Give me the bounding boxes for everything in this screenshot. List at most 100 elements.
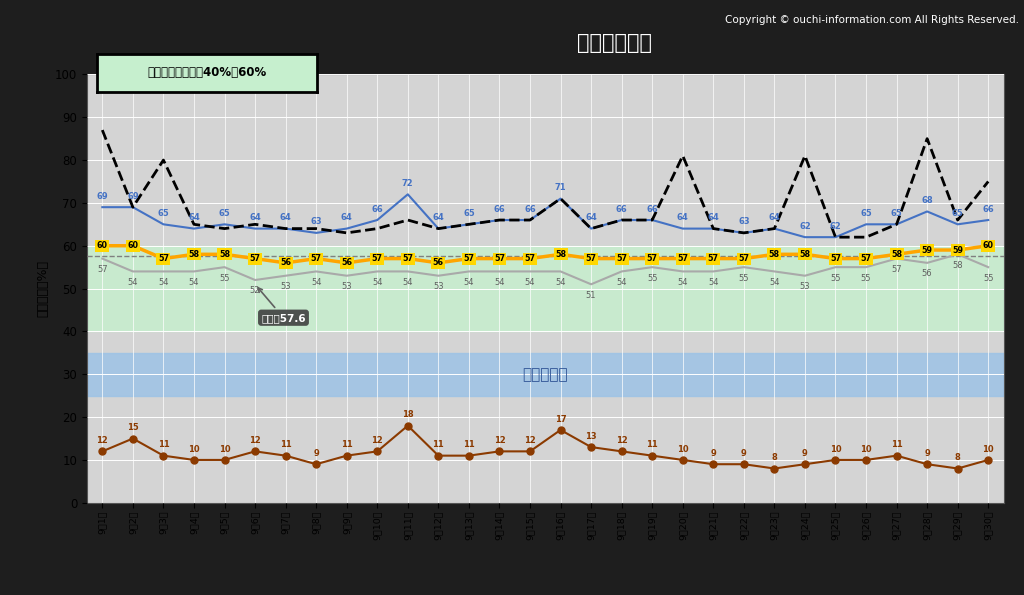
Text: 54: 54: [555, 278, 566, 287]
Text: 13: 13: [586, 431, 597, 441]
Text: 58: 58: [188, 250, 200, 259]
Text: 64: 64: [249, 213, 261, 222]
Text: 54: 54: [128, 278, 138, 287]
Text: 56: 56: [281, 258, 291, 267]
Text: 10: 10: [219, 444, 230, 453]
Text: 56: 56: [922, 270, 933, 278]
Text: 10: 10: [188, 444, 200, 453]
Text: 15: 15: [127, 423, 138, 432]
Text: 66: 66: [646, 205, 658, 214]
Text: 11: 11: [280, 440, 292, 449]
Text: 57: 57: [310, 254, 322, 263]
Text: 11: 11: [432, 440, 444, 449]
Text: 66: 66: [615, 205, 628, 214]
Text: 63: 63: [310, 217, 322, 227]
Text: 65: 65: [952, 209, 964, 218]
Text: 9: 9: [313, 449, 319, 458]
Text: 55: 55: [647, 274, 657, 283]
Text: 58: 58: [219, 250, 230, 259]
Text: 62: 62: [829, 222, 842, 231]
Text: 69: 69: [96, 192, 109, 201]
Text: 53: 53: [281, 282, 291, 291]
Text: 59: 59: [922, 246, 933, 255]
Text: 64: 64: [708, 213, 719, 222]
Text: 54: 54: [524, 278, 536, 287]
Bar: [87, 353, 1004, 396]
Text: 57: 57: [97, 265, 108, 274]
Text: 66: 66: [372, 205, 383, 214]
Text: 53: 53: [341, 282, 352, 291]
Text: 53: 53: [433, 282, 443, 291]
Text: 相対湿度比較: 相対湿度比較: [577, 33, 652, 53]
Text: 57: 57: [402, 254, 414, 263]
Text: 57: 57: [586, 254, 597, 263]
Text: 57: 57: [830, 254, 841, 263]
Text: 57: 57: [677, 254, 688, 263]
Text: 66: 66: [524, 205, 536, 214]
Text: 8: 8: [954, 453, 961, 462]
Text: 9: 9: [741, 449, 746, 458]
Text: 64: 64: [586, 213, 597, 222]
Text: 9: 9: [802, 449, 808, 458]
Text: 54: 54: [678, 278, 688, 287]
Text: 54: 54: [708, 278, 719, 287]
Text: 55: 55: [983, 274, 993, 283]
Text: 57: 57: [372, 254, 383, 263]
Text: 56: 56: [341, 258, 352, 267]
Text: 12: 12: [372, 436, 383, 445]
Text: 65: 65: [219, 209, 230, 218]
Text: 64: 64: [769, 213, 780, 222]
Text: 57: 57: [860, 254, 871, 263]
Text: 55: 55: [861, 274, 871, 283]
Text: 72: 72: [402, 179, 414, 188]
Text: 53: 53: [800, 282, 810, 291]
Text: 11: 11: [463, 440, 475, 449]
Text: 10: 10: [829, 444, 842, 453]
Text: 57: 57: [738, 254, 750, 263]
Text: 54: 54: [495, 278, 505, 287]
Text: 10: 10: [982, 444, 994, 453]
Text: 10: 10: [860, 444, 871, 453]
Text: 除湿機使用: 除湿機使用: [522, 367, 568, 382]
Text: 52: 52: [250, 286, 260, 296]
Text: 55: 55: [219, 274, 229, 283]
Text: 11: 11: [158, 440, 169, 449]
Text: 57: 57: [494, 254, 505, 263]
Text: 57: 57: [524, 254, 536, 263]
Text: 64: 64: [341, 213, 352, 222]
Text: 57: 57: [250, 254, 260, 263]
Text: 64: 64: [677, 213, 688, 222]
Text: 57: 57: [647, 254, 657, 263]
Text: 54: 54: [464, 278, 474, 287]
Text: 65: 65: [891, 209, 902, 218]
Text: 12: 12: [249, 436, 261, 445]
Text: 12: 12: [524, 436, 536, 445]
Text: 68: 68: [922, 196, 933, 205]
Text: 63: 63: [738, 217, 750, 227]
Text: 57: 57: [464, 254, 474, 263]
Text: 54: 54: [616, 278, 627, 287]
Text: 9: 9: [711, 449, 716, 458]
Text: 57: 57: [708, 254, 719, 263]
Bar: [87, 246, 1004, 331]
Text: 71: 71: [555, 183, 566, 192]
Text: 59: 59: [952, 246, 964, 255]
Text: 12: 12: [615, 436, 628, 445]
Text: 60: 60: [127, 241, 138, 250]
Text: 17: 17: [555, 415, 566, 424]
Text: 58: 58: [769, 250, 780, 259]
Text: 65: 65: [463, 209, 475, 218]
Text: 57: 57: [158, 254, 169, 263]
Text: 55: 55: [830, 274, 841, 283]
Text: 64: 64: [432, 213, 444, 222]
Text: 64: 64: [280, 213, 292, 222]
Text: 11: 11: [341, 440, 352, 449]
Text: 65: 65: [860, 209, 871, 218]
Text: 相対湿度目標域：40%～60%: 相対湿度目標域：40%～60%: [147, 67, 267, 79]
Text: 18: 18: [402, 410, 414, 419]
Text: 55: 55: [738, 274, 750, 283]
Text: 54: 54: [158, 278, 169, 287]
Text: 54: 54: [188, 278, 200, 287]
Text: 60: 60: [97, 241, 108, 250]
Text: 66: 66: [982, 205, 994, 214]
